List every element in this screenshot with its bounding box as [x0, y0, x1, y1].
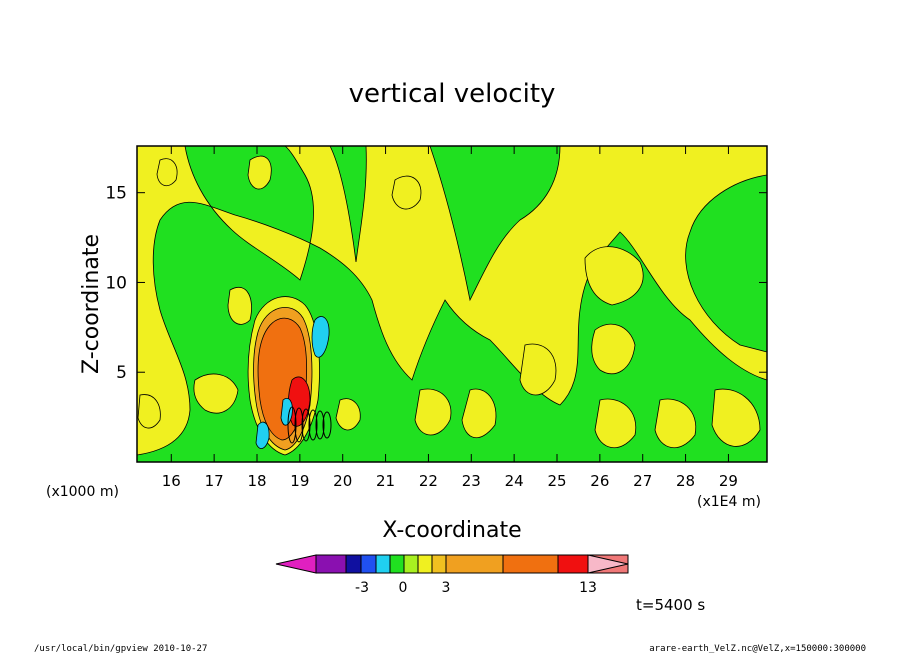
x-tick-label: 28 [676, 472, 695, 490]
contour-region-yellow-13 [391, 175, 422, 210]
contour-line-0 [287, 406, 297, 444]
x-tick-label: 22 [419, 472, 438, 490]
contour-region-yellow-1 [584, 246, 644, 306]
contour-region-yellow-5 [335, 398, 361, 431]
plot-frame [136, 145, 768, 463]
contour-line-2 [301, 408, 311, 442]
contour-region-yellow-9 [594, 398, 637, 449]
contour-region-yellow-7 [461, 388, 497, 438]
x-tick-label: 27 [633, 472, 652, 490]
colorbar-cell [417, 554, 433, 574]
footer-left: /usr/local/bin/gpview 2010-10-27 [34, 644, 207, 654]
contour-field [137, 146, 767, 462]
x-tick-label: 16 [162, 472, 181, 490]
colorbar-cell [345, 554, 362, 574]
y-axis: 5 10 15 [105, 184, 767, 383]
x-tick-label: 26 [590, 472, 609, 490]
contour-region-yellow-14 [156, 158, 178, 187]
x-tick-label: 19 [290, 472, 309, 490]
colorbar-cell [431, 554, 447, 574]
x-unit-right: (x1E4 m) [697, 494, 761, 510]
contour-region-yellow-4 [137, 394, 161, 429]
colorbar-arrow-left [275, 554, 317, 574]
contour-region-yellow-11 [711, 388, 761, 447]
contour-region-yellow-12 [247, 155, 272, 190]
contour-region-yellow-6 [414, 388, 452, 436]
colorbar-arrow-right [587, 554, 629, 574]
colorbar-cell [502, 554, 559, 574]
contour-region-yellow-3 [193, 373, 239, 414]
time-label: t=5400 s [636, 596, 705, 614]
y-tick-label: 15 [105, 184, 127, 204]
contour-regions [137, 146, 767, 456]
x-tick-label: 17 [205, 472, 224, 490]
y-tick-label: 5 [116, 363, 127, 383]
colorbar-label-0: 0 [399, 580, 408, 596]
colorbar-cell [403, 554, 419, 574]
contour-region-yellow-8 [519, 343, 557, 396]
downdraft-upper [311, 316, 330, 358]
y-axis-label: Z-coordinate [79, 234, 104, 374]
x-tick-label: 20 [333, 472, 352, 490]
colorbar [275, 554, 629, 574]
x-tick-label: 18 [247, 472, 266, 490]
contour-region-yellow-10 [654, 398, 697, 449]
x-axis: 16 17 18 19 20 21 22 23 24 25 26 27 28 29 [162, 146, 738, 490]
x-tick-label: 29 [719, 472, 738, 490]
x-axis-label: X-coordinate [382, 518, 521, 543]
contour-line-1 [294, 407, 304, 443]
colorbar-cell [389, 554, 405, 574]
colorbar-label-13: 13 [579, 580, 597, 596]
contour-line-5 [322, 411, 332, 439]
chart-title: vertical velocity [349, 79, 556, 109]
footer-right: arare-earth_VelZ.nc@VelZ,x=150000:300000 [649, 644, 866, 654]
colorbar-cell [375, 554, 391, 574]
colorbar-label-neg3: -3 [355, 580, 369, 596]
contour-line-4 [315, 410, 325, 440]
colorbar-cell [445, 554, 504, 574]
downdraft-center [280, 398, 293, 426]
colorbar-cell [557, 554, 589, 574]
contour-region-yellow-15 [227, 287, 252, 325]
x-tick-label: 21 [376, 472, 395, 490]
x-unit-left: (x1000 m) [46, 484, 119, 500]
contour-line-3 [308, 409, 318, 441]
downdraft-lower [255, 421, 270, 449]
x-tick-label: 24 [505, 472, 524, 490]
x-tick-label: 23 [462, 472, 481, 490]
contour-region-yellow-2 [591, 323, 636, 375]
x-tick-label: 25 [547, 472, 566, 490]
contour-region-yellow-0 [137, 146, 767, 456]
colorbar-label-3: 3 [442, 580, 451, 596]
colorbar-cell [315, 554, 347, 574]
y-tick-label: 10 [105, 273, 127, 293]
colorbar-cell [360, 554, 377, 574]
